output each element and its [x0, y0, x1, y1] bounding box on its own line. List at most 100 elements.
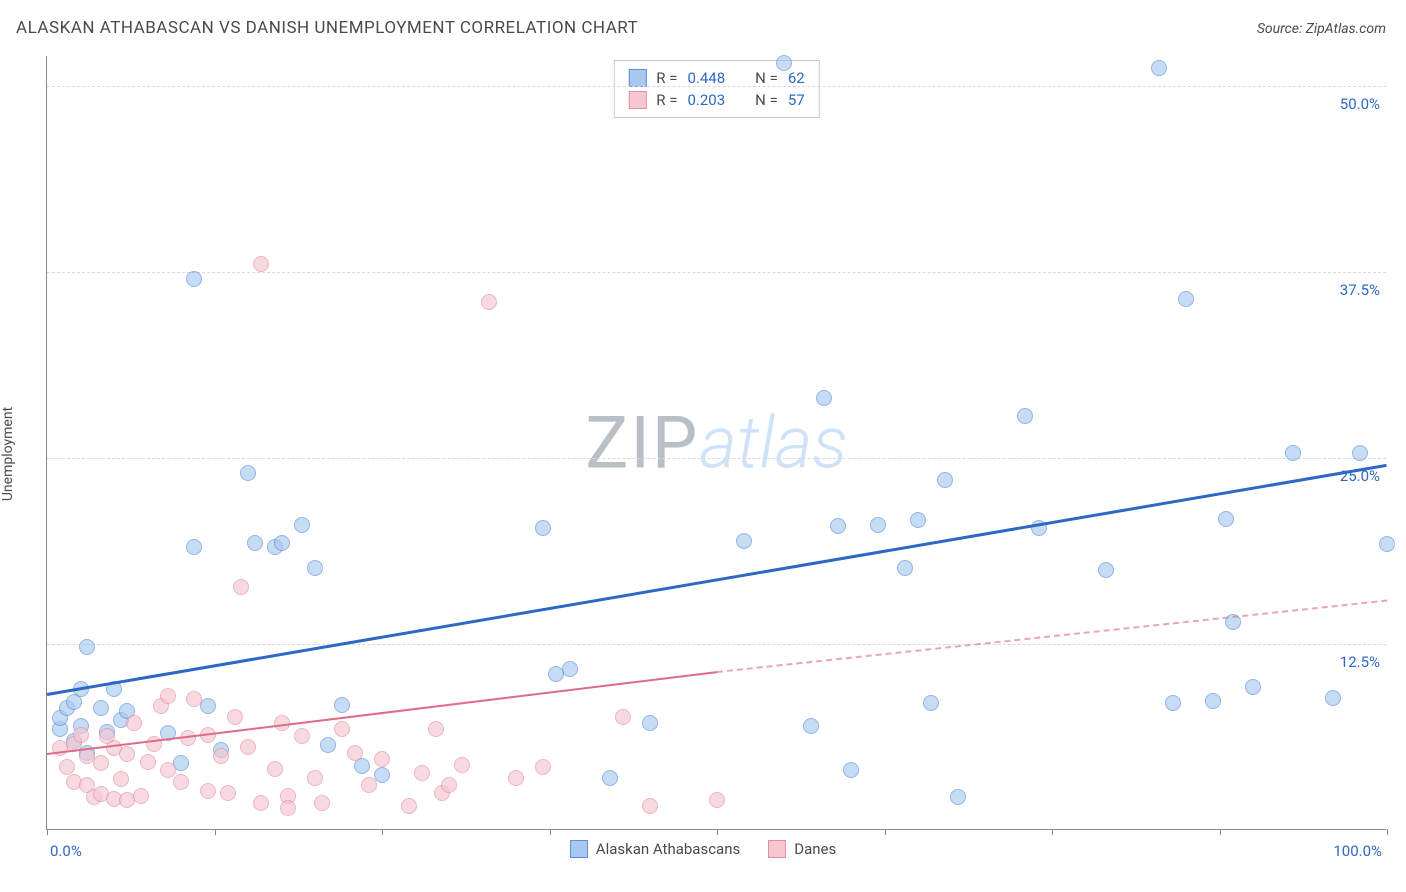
data-point [562, 661, 578, 677]
data-point [843, 762, 859, 778]
data-point [923, 695, 939, 711]
gridline [47, 644, 1386, 645]
legend-n-label: N = [755, 69, 778, 87]
y-tick-label: 12.5% [1340, 653, 1380, 671]
data-point [1165, 695, 1181, 711]
chart-title: ALASKAN ATHABASCAN VS DANISH UNEMPLOYMEN… [16, 18, 638, 38]
data-point [294, 728, 310, 744]
data-point [320, 737, 336, 753]
data-point [334, 697, 350, 713]
data-point [870, 517, 886, 533]
legend-n-label: N = [755, 91, 778, 109]
gridline [47, 272, 1386, 273]
data-point [73, 727, 89, 743]
gridline [47, 458, 1386, 459]
data-point [227, 709, 243, 725]
source-label: Source: ZipAtlas.com [1257, 21, 1386, 37]
data-point [253, 795, 269, 811]
data-point [950, 789, 966, 805]
legend-r-label: R = [656, 91, 677, 109]
legend-label-athabascans: Alaskan Athabascans [596, 840, 740, 858]
legend-swatch-athabascans [570, 840, 588, 858]
data-point [428, 721, 444, 737]
data-point [347, 745, 363, 761]
legend-item-athabascans: Alaskan Athabascans [570, 840, 740, 858]
data-point [200, 783, 216, 799]
data-point [897, 560, 913, 576]
legend-r-label: R = [656, 69, 677, 87]
data-point [374, 767, 390, 783]
data-point [126, 715, 142, 731]
x-tick [550, 829, 551, 835]
data-point [240, 739, 256, 755]
data-point [307, 770, 323, 786]
data-point [247, 535, 263, 551]
data-point [454, 757, 470, 773]
gridline [47, 86, 1386, 87]
data-point [709, 792, 725, 808]
legend-item-danes: Danes [768, 840, 836, 858]
legend-n-value-1: 62 [788, 69, 805, 87]
data-point [414, 765, 430, 781]
legend-n-value-2: 57 [788, 91, 805, 109]
data-point [776, 55, 792, 71]
data-point [334, 721, 350, 737]
data-point [274, 535, 290, 551]
legend-swatch-series1 [628, 69, 646, 87]
data-point [374, 751, 390, 767]
data-point [79, 639, 95, 655]
x-tick [215, 829, 216, 835]
watermark-atlas: atlas [699, 400, 847, 485]
legend-row-series2: R = 0.203 N = 57 [628, 89, 804, 111]
x-tick [1220, 829, 1221, 835]
data-point [200, 698, 216, 714]
data-point [535, 759, 551, 775]
data-point [220, 785, 236, 801]
series-legend: Alaskan Athabascans Danes [0, 840, 1406, 858]
data-point [441, 777, 457, 793]
data-point [280, 800, 296, 816]
legend-r-value-2: 0.203 [687, 91, 725, 109]
x-tick [1387, 829, 1388, 835]
data-point [1245, 679, 1261, 695]
x-tick [1052, 829, 1053, 835]
y-tick-label: 50.0% [1340, 95, 1380, 113]
x-tick [382, 829, 383, 835]
data-point [186, 539, 202, 555]
trend-line-extension [717, 599, 1387, 672]
plot-area: ZIPatlas R = 0.448 N = 62 R = 0.203 N = … [46, 56, 1386, 830]
data-point [1017, 408, 1033, 424]
data-point [140, 754, 156, 770]
data-point [1098, 562, 1114, 578]
data-point [508, 770, 524, 786]
data-point [119, 746, 135, 762]
data-point [401, 798, 417, 814]
data-point [481, 294, 497, 310]
trend-line [47, 464, 1387, 696]
data-point [816, 390, 832, 406]
data-point [910, 512, 926, 528]
data-point [253, 256, 269, 272]
x-tick [885, 829, 886, 835]
data-point [602, 770, 618, 786]
data-point [615, 709, 631, 725]
y-tick-label: 37.5% [1340, 281, 1380, 299]
data-point [1285, 445, 1301, 461]
x-tick [717, 829, 718, 835]
data-point [803, 718, 819, 734]
data-point [830, 518, 846, 534]
data-point [1379, 536, 1395, 552]
y-axis-label: Unemployment [0, 407, 16, 501]
data-point [173, 774, 189, 790]
data-point [267, 761, 283, 777]
data-point [294, 517, 310, 533]
data-point [314, 795, 330, 811]
data-point [186, 271, 202, 287]
data-point [233, 579, 249, 595]
data-point [736, 533, 752, 549]
x-tick [47, 829, 48, 835]
data-point [1218, 511, 1234, 527]
data-point [1178, 291, 1194, 307]
data-point [113, 771, 129, 787]
legend-swatch-danes [768, 840, 786, 858]
